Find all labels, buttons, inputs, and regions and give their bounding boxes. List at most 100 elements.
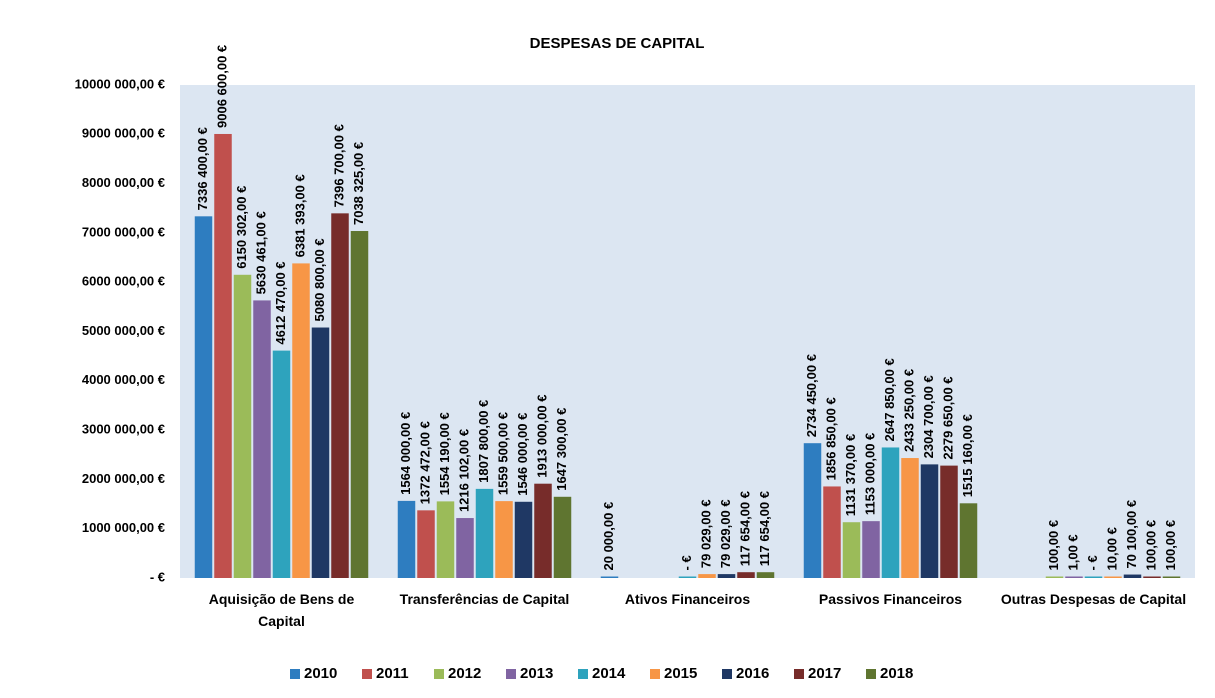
data-label: 5630 461,00 € (253, 211, 268, 294)
bar (1045, 576, 1064, 578)
data-label: 6381 393,00 € (292, 174, 307, 257)
legend-swatch (434, 669, 444, 679)
data-label: 9006 600,00 € (214, 45, 229, 128)
data-label: 1515 160,00 € (960, 414, 975, 497)
data-label: 117 654,00 € (737, 491, 752, 566)
data-label: 20 000,00 € (601, 502, 616, 571)
bar (534, 483, 552, 578)
bar (901, 458, 919, 578)
legend-swatch (578, 669, 588, 679)
x-tick-label: Passivos Financeiros (818, 591, 963, 607)
plot-area (180, 85, 1195, 578)
data-label: 1564 000,00 € (398, 412, 413, 495)
y-tick-label: 1000 000,00 € (82, 520, 165, 535)
legend-swatch (866, 669, 876, 679)
bar (803, 443, 822, 578)
data-label: 70 100,00 € (1124, 500, 1139, 569)
bar (756, 572, 775, 578)
data-label: 1559 500,00 € (495, 412, 510, 495)
bar (292, 263, 310, 578)
bar (311, 327, 330, 578)
legend-swatch (794, 669, 804, 679)
bar (495, 501, 513, 578)
bar (959, 503, 978, 578)
data-label: 2734 450,00 € (804, 354, 819, 437)
bar (881, 447, 900, 578)
bar (253, 300, 271, 578)
legend-swatch (362, 669, 372, 679)
x-tick-label: Aquisição de Bens de Capital (208, 591, 355, 629)
data-label: 2433 250,00 € (901, 369, 916, 452)
data-label: 100,00 € (1163, 520, 1178, 571)
bar (553, 496, 572, 578)
x-tick-label: Transferências de Capital (399, 591, 570, 607)
y-tick-label: 10000 000,00 € (75, 76, 165, 91)
bar (194, 216, 213, 578)
legend-label: 2010 (304, 665, 337, 682)
bar (233, 274, 252, 578)
legend-label: 2011 (376, 665, 409, 682)
legend-label: 2018 (880, 665, 913, 682)
bar (717, 574, 736, 578)
data-label: 7396 700,00 € (331, 124, 346, 207)
legend-swatch (722, 669, 732, 679)
data-label: 4612 470,00 € (273, 261, 288, 344)
data-label: 1554 190,00 € (437, 412, 452, 495)
bar (397, 500, 416, 578)
bar (350, 231, 369, 579)
data-label: 7336 400,00 € (195, 127, 210, 210)
data-label: 5080 800,00 € (312, 238, 327, 321)
data-label: 2304 700,00 € (921, 375, 936, 458)
data-label: 2279 650,00 € (940, 376, 955, 459)
bar (417, 510, 435, 578)
y-tick-label: 7000 000,00 € (82, 224, 165, 239)
bar (456, 518, 474, 578)
y-tick-label: 4000 000,00 € (82, 372, 165, 387)
data-label: 117 654,00 € (757, 491, 772, 566)
data-label: 1372 472,00 € (417, 421, 432, 504)
y-tick-label: 8000 000,00 € (82, 175, 165, 190)
bar (1065, 576, 1083, 578)
x-tick-label: Outras Despesas de Capital (1000, 591, 1187, 607)
data-label: 2647 850,00 € (882, 358, 897, 441)
bar (842, 522, 861, 578)
data-label: 1913 000,00 € (534, 395, 549, 478)
y-tick-label: 3000 000,00 € (82, 422, 165, 437)
data-label: - € (679, 555, 694, 570)
data-label: 10,00 € (1104, 527, 1119, 570)
y-tick-label: 6000 000,00 € (82, 274, 165, 289)
data-label: 1131 370,00 € (843, 434, 858, 516)
legend-swatch (290, 669, 300, 679)
x-tick-label: Ativos Financeiros (624, 591, 751, 607)
bar (823, 486, 841, 578)
chart-title: DESPESAS DE CAPITAL (530, 35, 705, 52)
data-label: 100,00 € (1046, 520, 1061, 571)
legend-label: 2016 (736, 665, 769, 682)
bar (1104, 576, 1122, 578)
data-label: 100,00 € (1143, 520, 1158, 571)
legend-swatch (650, 669, 660, 679)
data-label: 1546 000,00 € (515, 413, 530, 496)
data-label: - € (1085, 555, 1100, 570)
legend-label: 2014 (592, 665, 626, 682)
legend-swatch (506, 669, 516, 679)
bar (600, 576, 619, 578)
bar (678, 576, 697, 578)
bar (1143, 576, 1161, 578)
bar (1123, 574, 1142, 578)
y-tick-label: 9000 000,00 € (82, 126, 165, 141)
legend-label: 2015 (664, 665, 697, 682)
bar (436, 501, 455, 578)
data-label: 79 029,00 € (718, 499, 733, 568)
bar (698, 574, 716, 578)
bar (940, 465, 958, 578)
data-label: 6150 302,00 € (234, 186, 249, 269)
bar (1162, 576, 1181, 578)
data-label: 1807 800,00 € (476, 400, 491, 483)
data-label: 1,00 € (1065, 534, 1080, 570)
data-label: 1647 300,00 € (554, 408, 569, 491)
y-tick-label: 5000 000,00 € (82, 323, 165, 338)
bar (331, 213, 349, 578)
